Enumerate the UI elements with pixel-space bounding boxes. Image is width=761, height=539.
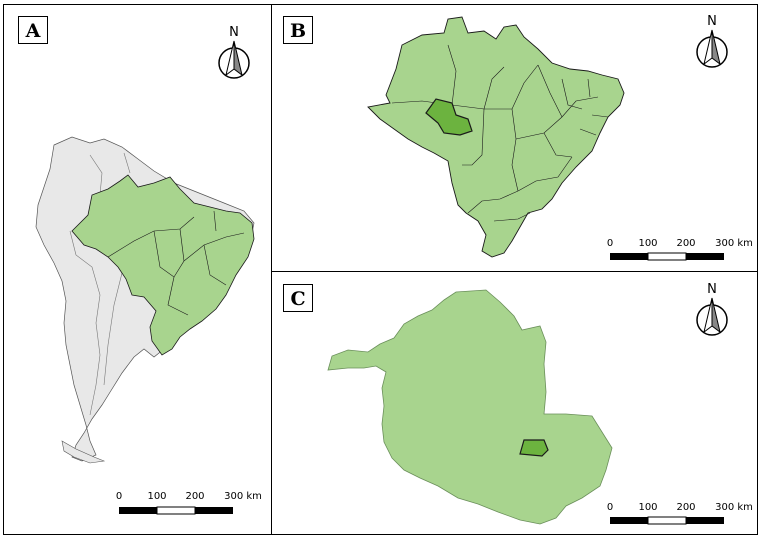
scale-c-300km: 300 km — [715, 502, 753, 513]
north-label-b: N — [707, 14, 717, 29]
north-arrow-c: N — [696, 282, 728, 336]
north-label-c: N — [707, 282, 717, 297]
tierra-del-fuego — [61, 440, 106, 464]
scale-a-200: 200 — [185, 491, 204, 502]
scale-c-200: 200 — [676, 502, 695, 513]
panel-a-south-america: A N 0 100 200 300 k — [3, 4, 272, 535]
panel-c-label: C — [283, 284, 313, 312]
scale-b-200: 200 — [676, 238, 695, 249]
scale-c-100: 100 — [638, 502, 657, 513]
state-map — [327, 289, 613, 525]
north-arrow-b: N — [696, 14, 728, 68]
brazil-state-borders-a — [107, 210, 245, 316]
panel-c-state: C N 0 100 200 300 km — [271, 271, 758, 535]
scale-bar-a: 0 100 200 300 km — [116, 491, 262, 515]
scale-bar-c: 0 100 200 300 km — [607, 502, 753, 525]
panel-a-label: A — [18, 16, 48, 44]
rondonia-highlight — [425, 98, 473, 136]
scale-c-0: 0 — [607, 502, 613, 513]
scale-b-0: 0 — [607, 238, 613, 249]
scale-b-100: 100 — [638, 238, 657, 249]
scale-a-0: 0 — [116, 491, 122, 502]
scale-bar-b: 0 100 200 300 km — [607, 238, 753, 261]
south-america-map — [35, 136, 255, 464]
scale-b-300km: 300 km — [715, 238, 753, 249]
country-borders — [69, 152, 131, 416]
panel-b-brazil: B N 0 100 2 — [271, 4, 758, 272]
panel-b-label: B — [283, 16, 313, 44]
north-arrow-a: N — [218, 25, 250, 79]
state-outline — [327, 289, 613, 525]
scale-a-300km: 300 km — [224, 491, 262, 502]
brazil-map — [367, 16, 625, 258]
brazil-outline — [367, 16, 625, 258]
brazil-in-continent — [71, 174, 255, 356]
north-label-a: N — [229, 25, 239, 40]
municipality-highlight — [519, 439, 549, 457]
brazil-state-borders-b — [391, 44, 609, 222]
scale-a-100: 100 — [147, 491, 166, 502]
